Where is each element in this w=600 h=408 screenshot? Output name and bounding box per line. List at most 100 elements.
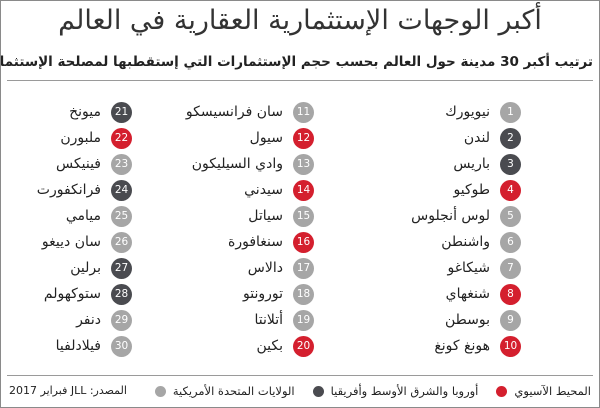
legend-item: المحيط الآسيوي (496, 384, 591, 398)
city-name: ميامي (65, 208, 101, 224)
city-rank-item: 7 شيكاغو (404, 255, 599, 281)
city-rank-item: 20 بكين (204, 333, 404, 359)
rank-badge: 7 (500, 257, 521, 279)
city-name: هونغ كونغ (434, 338, 490, 354)
city-name: سيدني (244, 182, 283, 198)
city-rank-item: 8 شنغهاي (404, 281, 599, 307)
city-name: سيول (249, 130, 283, 146)
rank-badge: 12 (293, 127, 314, 149)
legend-dot-icon (496, 385, 508, 397)
rank-badge: 11 (293, 101, 314, 123)
city-name: شيكاغو (447, 260, 490, 276)
rank-badge: 20 (293, 335, 314, 357)
top-divider (7, 80, 593, 81)
rank-badge: 8 (500, 283, 521, 305)
city-rank-item: 14 سيدني (204, 177, 404, 203)
bottom-divider (7, 375, 593, 376)
city-rank-item: 29 دنفر (1, 307, 204, 333)
rank-badge: 21 (111, 101, 132, 123)
rank-badge: 24 (111, 179, 132, 201)
city-name: لندن (463, 130, 490, 146)
city-name: سان دييغو (41, 234, 101, 250)
rank-badge: 10 (500, 335, 521, 357)
legend-label: أوروبا والشرق الأوسط وأفريقيا (330, 384, 479, 398)
rank-badge: 27 (111, 257, 132, 279)
city-name: نيويورك (445, 104, 490, 120)
rank-badge: 25 (111, 205, 132, 227)
rank-badge: 13 (293, 153, 314, 175)
city-rank-item: 6 واشنطن (404, 229, 599, 255)
city-name: دنفر (76, 312, 101, 328)
city-rank-item: 22 ملبورن (1, 125, 204, 151)
city-rank-item: 24 فرانكفورت (1, 177, 204, 203)
city-name: فرانكفورت (36, 182, 101, 198)
city-name: برلين (70, 260, 101, 276)
rank-badge: 28 (111, 283, 132, 305)
page-subtitle: ترتيب أكبر 30 مدينة حول العالم بحسب حجم … (0, 54, 593, 70)
city-name: ميونخ (69, 104, 101, 120)
rank-badge: 5 (500, 205, 521, 227)
rank-badge: 19 (293, 309, 314, 331)
rank-badge: 2 (500, 127, 521, 149)
city-rank-item: 10 هونغ كونغ (404, 333, 599, 359)
city-name: سياتل (248, 208, 283, 224)
city-name: فينيكس (56, 156, 101, 172)
city-name: لوس أنجلوس (411, 208, 490, 224)
legend-label: الولايات المتحدة الأمريكية (172, 384, 295, 398)
city-rank-item: 13 وادي السيليكون (192, 151, 404, 177)
city-name: شنغهاي (445, 286, 490, 302)
rank-badge: 14 (293, 179, 314, 201)
city-rank-item: 4 طوكيو (404, 177, 599, 203)
legend: المحيط الآسيوي أوروبا والشرق الأوسط وأفري… (137, 379, 591, 403)
city-name: طوكيو (453, 182, 491, 198)
source-note: المصدر: JLL فبراير 2017 (9, 384, 127, 397)
city-rank-item: 16 سنغافورة (204, 229, 404, 255)
page-title: أكبر الوجهات الإستثمارية العقارية في الع… (58, 5, 542, 36)
city-rank-item: 18 تورونتو (204, 281, 404, 307)
rank-badge: 22 (111, 127, 132, 149)
city-rank-item: 12 سيول (204, 125, 404, 151)
rank-badge: 26 (111, 231, 132, 253)
city-name: فيلادلفيا (55, 338, 101, 354)
city-name: باريس (453, 156, 490, 172)
rank-badge: 6 (500, 231, 521, 253)
city-rank-item: 19 أتلانتا (204, 307, 404, 333)
city-name: تورونتو (242, 286, 283, 302)
legend-dot-icon (154, 385, 166, 397)
city-name: سنغافورة (228, 234, 283, 250)
city-rank-item: 1 نيويورك (404, 99, 599, 125)
city-name: واشنطن (441, 234, 490, 250)
city-rank-item: 27 برلين (1, 255, 204, 281)
rank-badge: 4 (500, 179, 521, 201)
city-rank-item: 3 باريس (404, 151, 599, 177)
legend-dot-icon (312, 385, 324, 397)
city-name: دالاس (247, 260, 283, 276)
rank-badge: 3 (500, 153, 521, 175)
city-name: وادي السيليكون (191, 156, 283, 172)
city-rank-item: 23 فينيكس (1, 151, 204, 177)
city-rank-item: 30 فيلادلفيا (1, 333, 204, 359)
city-name: سان فرانسيسكو (185, 104, 283, 120)
city-ranking-grid: 1 نيويورك 2 لندن 3 باريس 4 طوكيو 5 لوس أنجلوس 6 واش… (1, 99, 599, 359)
city-rank-item: 5 لوس أنجلوس (404, 203, 599, 229)
legend-item: أوروبا والشرق الأوسط وأفريقيا (312, 384, 479, 398)
rank-badge: 16 (293, 231, 314, 253)
city-rank-item: 17 دالاس (204, 255, 404, 281)
rank-badge: 23 (111, 153, 132, 175)
city-rank-item: 2 لندن (404, 125, 599, 151)
city-rank-item: 21 ميونخ (1, 99, 204, 125)
city-name: بكين (256, 338, 283, 354)
city-name: أتلانتا (254, 312, 283, 328)
rank-badge: 15 (293, 205, 314, 227)
legend-item: الولايات المتحدة الأمريكية (154, 384, 295, 398)
rank-badge: 30 (111, 335, 132, 357)
rank-badge: 29 (111, 309, 132, 331)
rank-badge: 1 (500, 101, 521, 123)
city-rank-item: 15 سياتل (204, 203, 404, 229)
city-name: ملبورن (60, 130, 101, 146)
rank-badge: 17 (293, 257, 314, 279)
city-rank-item: 11 سان فرانسيسكو (186, 99, 404, 125)
city-name: ستوكهولم (43, 286, 101, 302)
rank-badge: 18 (293, 283, 314, 305)
